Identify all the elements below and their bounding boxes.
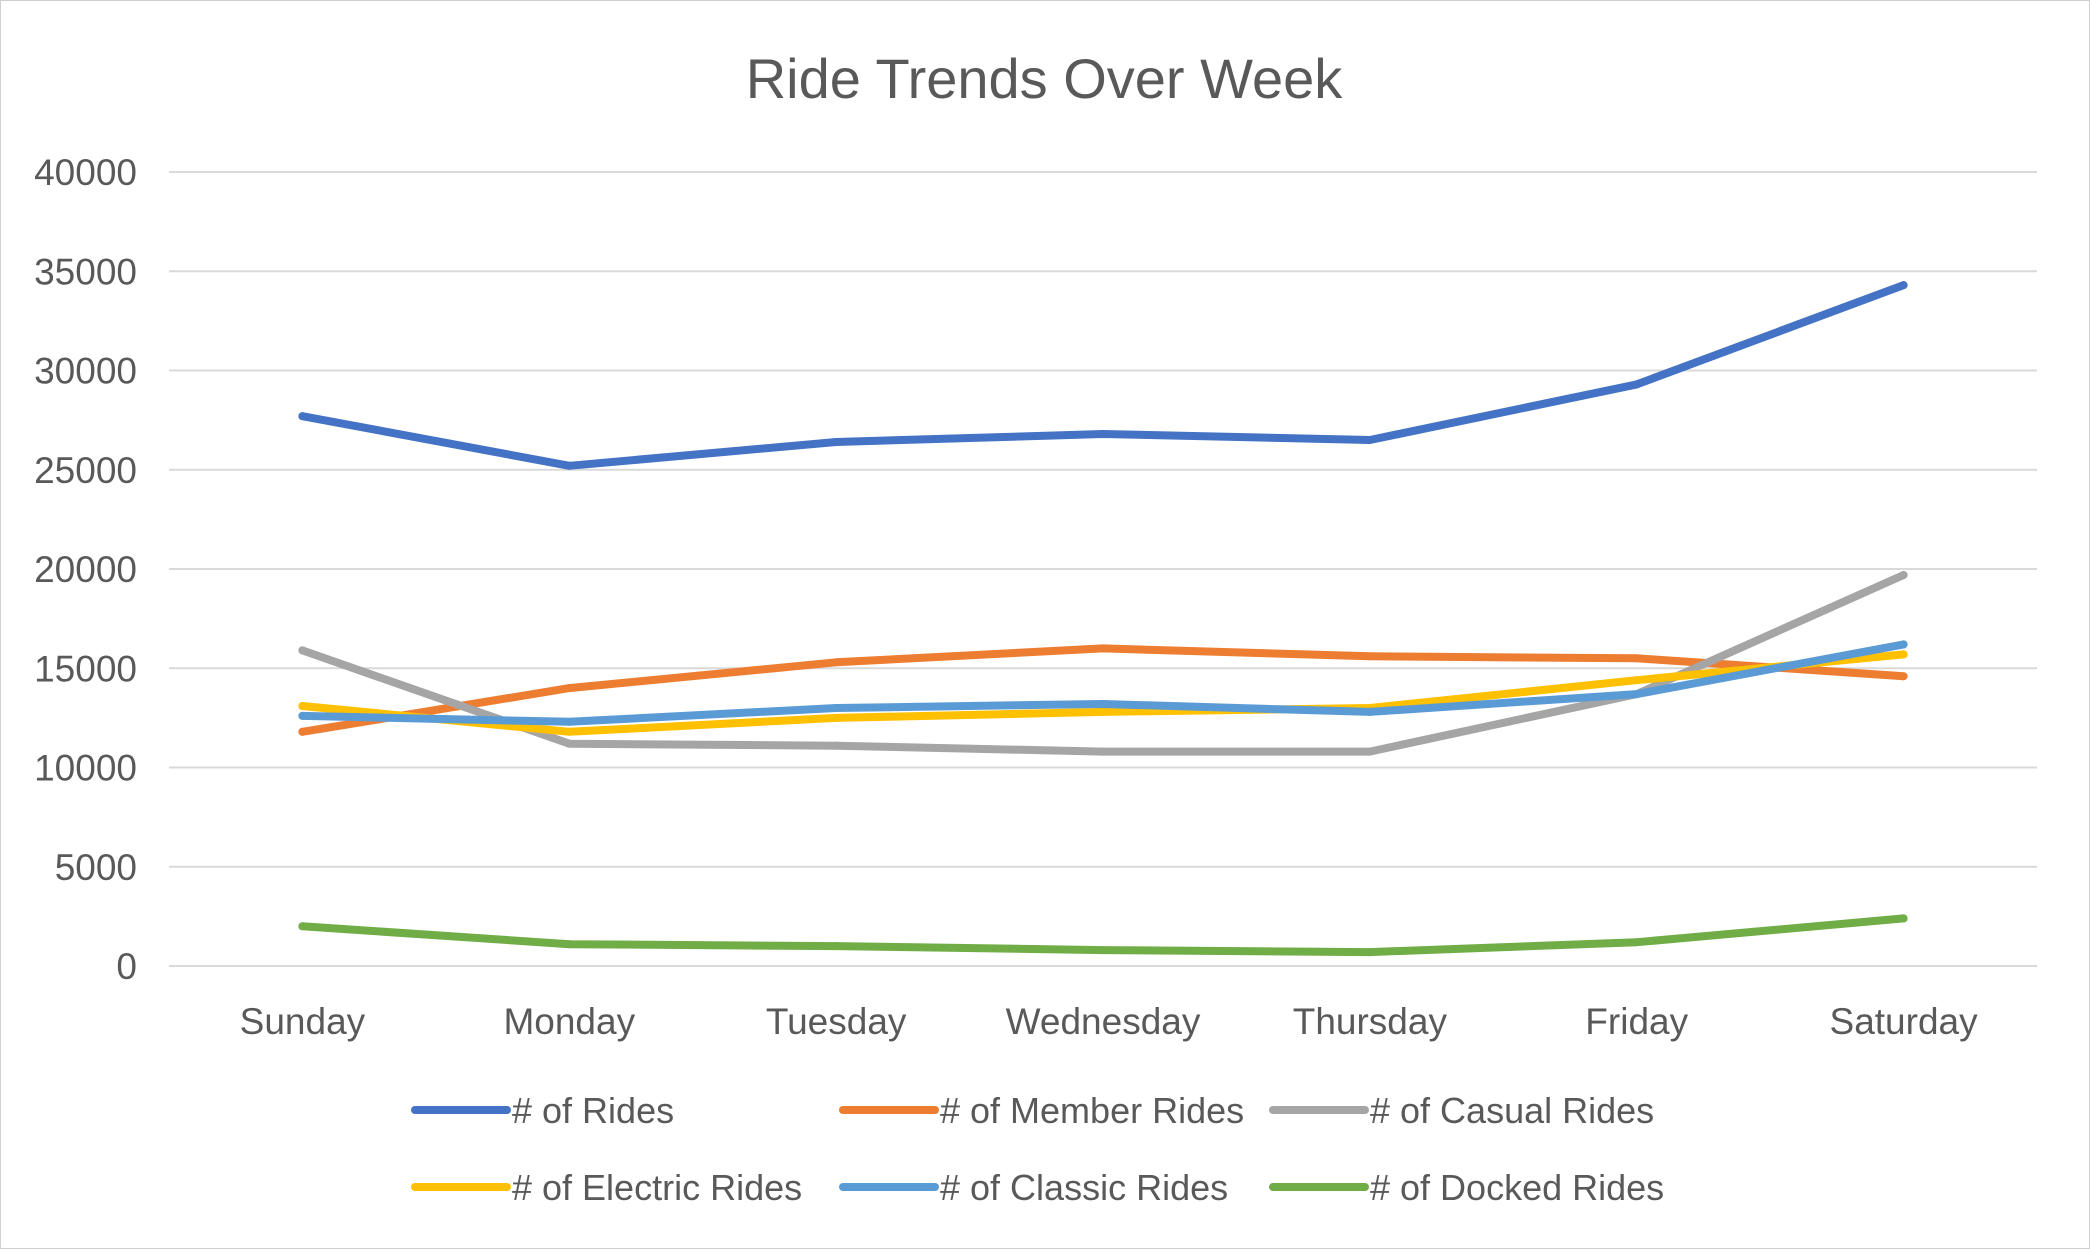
x-tick-label: Sunday (240, 1001, 366, 1042)
data-point (298, 727, 307, 736)
data-point (565, 727, 574, 736)
data-point (1365, 652, 1374, 661)
x-tick-label: Monday (503, 1001, 635, 1042)
data-point (1899, 281, 1908, 290)
data-point (832, 437, 841, 446)
legend-item: # of Docked Rides (1269, 1167, 1664, 1208)
data-point (1632, 676, 1641, 685)
data-point (1899, 650, 1908, 659)
data-point (298, 646, 307, 655)
legend-item: # of Electric Rides (411, 1167, 802, 1208)
data-point (298, 412, 307, 421)
data-point (1899, 914, 1908, 923)
data-point (832, 741, 841, 750)
data-point (1099, 747, 1107, 756)
data-point (1099, 707, 1107, 716)
x-tick-label: Wednesday (1006, 1001, 1201, 1042)
y-tick-label: 15000 (34, 648, 137, 689)
legend-label: # of Member Rides (940, 1090, 1244, 1131)
gridlines (169, 171, 2037, 967)
data-point (1632, 690, 1641, 699)
x-tick-label: Friday (1585, 1001, 1688, 1042)
data-point (1365, 707, 1374, 716)
legend-label: # of Casual Rides (1370, 1090, 1654, 1131)
data-point (1632, 654, 1641, 663)
data-point (832, 942, 841, 951)
y-tick-label: 5000 (55, 847, 137, 888)
data-point (1899, 640, 1908, 649)
data-point (1099, 946, 1107, 955)
legend-item: # of Member Rides (839, 1090, 1244, 1131)
legend: # of Rides # of Member Rides # of Casual R… (411, 1090, 1664, 1208)
data-point (1099, 644, 1107, 653)
y-tick-label: 25000 (34, 450, 137, 491)
data-point (832, 703, 841, 712)
data-point (565, 717, 574, 726)
series-line-1 (298, 281, 1908, 470)
legend-label: # of Classic Rides (940, 1167, 1228, 1208)
y-tick-label: 40000 (34, 152, 137, 193)
x-axis-tick-labels: Sunday Monday Tuesday Wednesday Thursday Frid… (240, 1001, 1978, 1042)
data-point (832, 658, 841, 667)
legend-label: # of Electric Rides (512, 1167, 802, 1208)
legend-item: # of Classic Rides (839, 1167, 1228, 1208)
data-point (1099, 699, 1107, 708)
x-tick-label: Tuesday (766, 1001, 907, 1042)
data-point (1365, 435, 1374, 444)
data-point (298, 711, 307, 720)
data-point (1099, 430, 1107, 439)
data-point (1899, 570, 1908, 579)
data-point (565, 739, 574, 748)
data-point (298, 701, 307, 710)
data-point (1899, 672, 1908, 681)
data-point (832, 713, 841, 722)
data-point (298, 922, 307, 931)
data-point (565, 684, 574, 693)
x-tick-label: Thursday (1293, 1001, 1448, 1042)
y-tick-label: 10000 (34, 748, 137, 789)
data-point (1632, 938, 1641, 947)
x-tick-label: Saturday (1830, 1001, 1979, 1042)
legend-item: # of Rides (411, 1090, 674, 1131)
data-point (565, 940, 574, 949)
series-lines (298, 281, 1908, 957)
y-tick-label: 20000 (34, 549, 137, 590)
data-point (1365, 747, 1374, 756)
y-tick-label: 0 (116, 946, 137, 987)
y-tick-label: 35000 (34, 251, 137, 292)
y-axis-tick-labels: 0 5000 10000 15000 20000 25000 30000 35000 40000 (34, 152, 137, 987)
chart-title: Ride Trends Over Week (746, 47, 1344, 110)
legend-item: # of Casual Rides (1269, 1090, 1654, 1131)
legend-label: # of Docked Rides (1370, 1167, 1664, 1208)
y-tick-label: 30000 (34, 351, 137, 392)
data-point (565, 461, 574, 470)
legend-label: # of Rides (512, 1090, 674, 1131)
data-point (1365, 948, 1374, 957)
data-point (1632, 380, 1641, 389)
